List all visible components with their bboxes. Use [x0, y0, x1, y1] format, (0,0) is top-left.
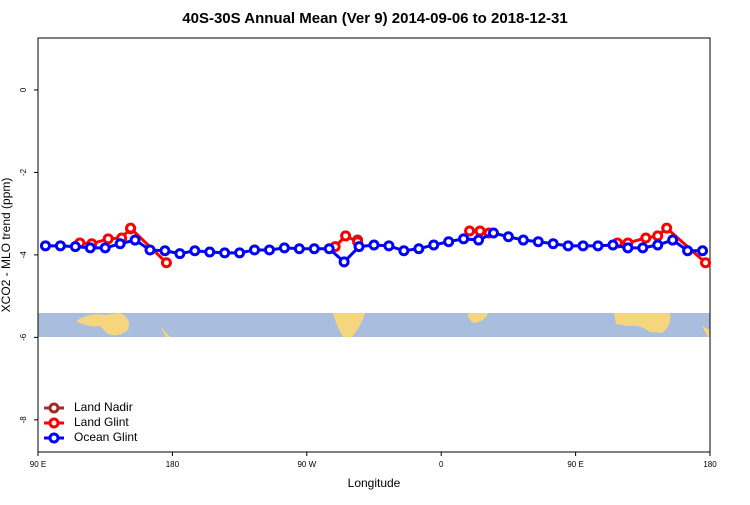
land [76, 313, 129, 336]
data-point [219, 247, 231, 259]
data-point [607, 239, 619, 251]
plot-frame [37, 37, 711, 453]
data-point [383, 240, 395, 252]
data-point [293, 243, 305, 255]
data-point [398, 245, 410, 257]
data-point [667, 234, 679, 246]
x-tick-label: 0 [439, 460, 444, 469]
data-point [640, 232, 652, 244]
data-point [160, 257, 172, 269]
data-point [125, 222, 137, 234]
data-point [368, 239, 380, 251]
data-point [697, 245, 709, 257]
land [468, 313, 488, 323]
data-point [338, 256, 350, 268]
data-point [99, 242, 111, 254]
x-tick-label: 90 E [567, 460, 583, 469]
chart-title: 40S-30S Annual Mean (Ver 9) 2014-09-06 t… [182, 10, 567, 27]
data-point [69, 241, 81, 253]
data-point [637, 242, 649, 254]
data-point [428, 239, 440, 251]
data-point [308, 243, 320, 255]
legend-marker [48, 402, 60, 414]
x-tick-label: 180 [703, 460, 717, 469]
data-point [652, 230, 664, 242]
data-point [443, 236, 455, 248]
y-tick-label: -4 [19, 251, 28, 259]
y-tick-label: 0 [19, 87, 28, 92]
data-point [278, 242, 290, 254]
y-tick-label: -2 [19, 168, 28, 176]
data-point [159, 245, 171, 257]
data-point [413, 243, 425, 255]
data-point [474, 225, 486, 237]
data-point [84, 242, 96, 254]
data-point [458, 233, 470, 245]
data-point [652, 239, 664, 251]
x-tick-label: 180 [166, 460, 180, 469]
land [160, 326, 170, 337]
x-axis-label: Longitude [348, 476, 401, 490]
x-tick-label: 90 W [297, 460, 316, 469]
data-point [129, 234, 141, 246]
data-point [249, 244, 261, 256]
data-point [592, 240, 604, 252]
legend-marker [48, 417, 60, 429]
data-point [473, 234, 485, 246]
data-point [487, 227, 499, 239]
data-point [577, 240, 589, 252]
data-point [263, 244, 275, 256]
x-tick-label: 90 E [30, 460, 46, 469]
legend-label: Ocean Glint [74, 430, 138, 444]
land [333, 313, 365, 337]
land [614, 313, 671, 333]
data-point [144, 244, 156, 256]
data-point [700, 257, 712, 269]
data-point [234, 247, 246, 259]
data-point [502, 231, 514, 243]
data-point [114, 238, 126, 250]
data-point [547, 238, 559, 250]
data-point [323, 243, 335, 255]
data-point [622, 242, 634, 254]
data-point [189, 245, 201, 257]
y-tick-label: -6 [19, 333, 28, 341]
map-band [38, 313, 710, 337]
data-point [517, 234, 529, 246]
legend-label: Land Nadir [74, 400, 133, 414]
legend-label: Land Glint [74, 415, 129, 429]
data-point [340, 230, 352, 242]
data-point [204, 246, 216, 258]
data-point [174, 248, 186, 260]
land [702, 326, 710, 337]
data-point [682, 245, 694, 257]
data-point [39, 240, 51, 252]
data-point [54, 240, 66, 252]
data-point [661, 222, 673, 234]
y-axis-label: XCO2 - MLO trend (ppm) [0, 178, 13, 313]
data-point [532, 236, 544, 248]
data-point [464, 225, 476, 237]
ocean [38, 313, 710, 337]
data-point [102, 233, 114, 245]
y-tick-label: -8 [19, 416, 28, 424]
data-point [353, 241, 365, 253]
legend-marker [48, 432, 60, 444]
data-point [562, 240, 574, 252]
